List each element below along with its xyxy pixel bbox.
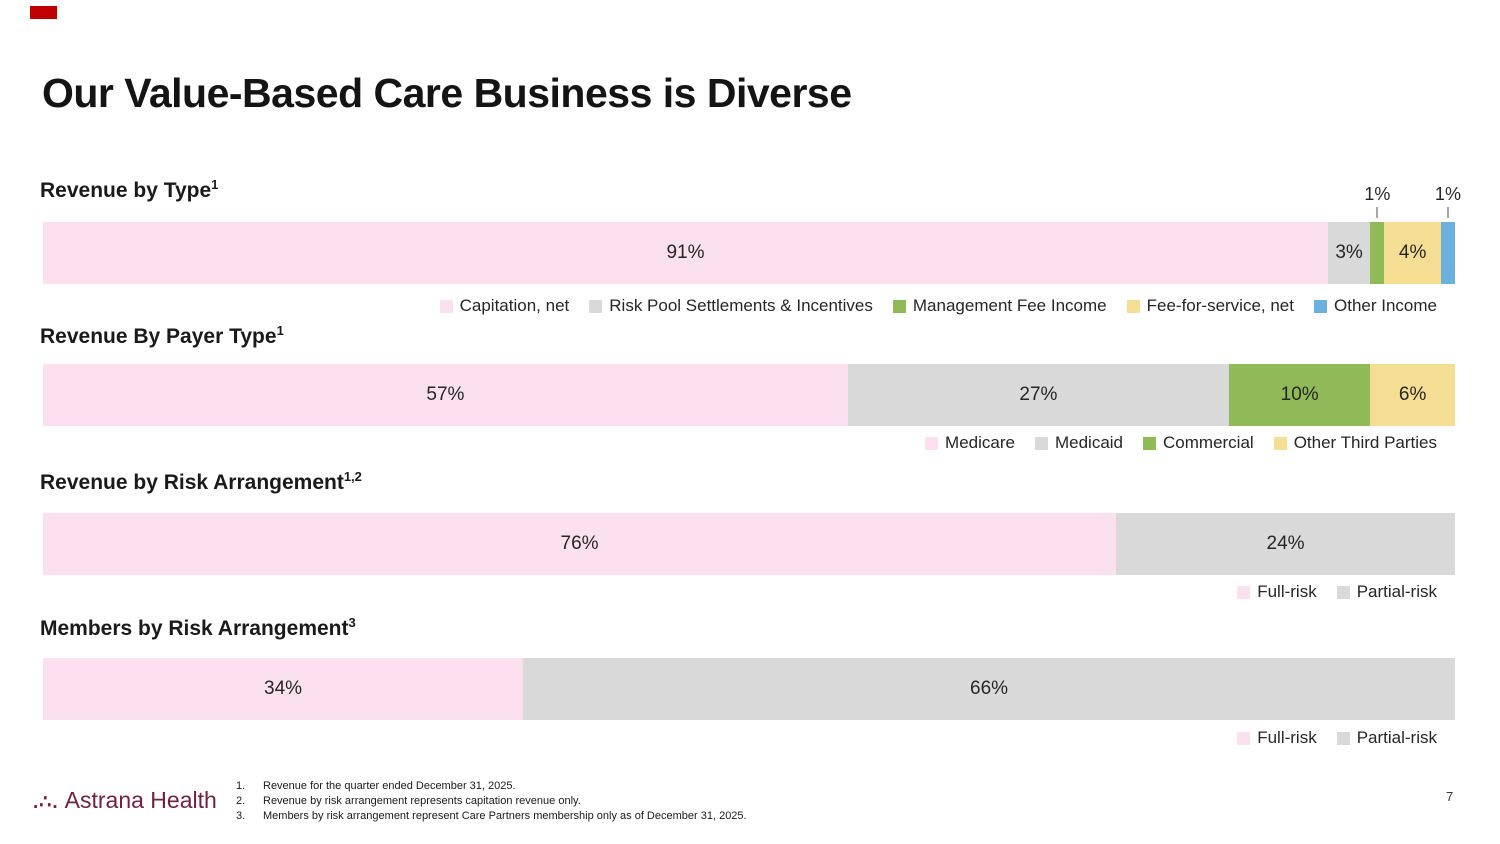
legend-item-commercial: Commercial	[1143, 433, 1254, 453]
legend-item-partial-risk: Partial-risk	[1336, 582, 1437, 602]
legend-revenue-by-type: Capitation, net Risk Pool Settlements & I…	[439, 296, 1437, 316]
segment-value-label: 57%	[426, 384, 465, 405]
legend-label: Capitation, net	[459, 296, 570, 315]
segment-value-label: 10%	[1280, 384, 1319, 405]
legend-item-risk-pool-settlements-incentives: Risk Pool Settlements & Incentives	[589, 296, 873, 316]
segment-value-label: 76%	[560, 533, 599, 554]
legend-swatch-icon	[1314, 299, 1327, 313]
segment-value-label: 3%	[1335, 242, 1363, 263]
legend-label: Management Fee Income	[912, 296, 1107, 315]
legend-swatch-icon	[1143, 436, 1157, 450]
segment-management-fee-income	[1370, 222, 1385, 284]
footnote-number: 2.	[236, 795, 246, 807]
legend-swatch-icon	[1034, 436, 1048, 450]
segment-value-label: 24%	[1266, 533, 1305, 554]
page-number: 7	[1446, 789, 1454, 804]
legend-item-other-income: Other Income	[1314, 296, 1437, 316]
legend-label: Medicaid	[1054, 433, 1124, 452]
legend-revenue-by-risk-arrangement: Full-risk Partial-risk	[1237, 582, 1437, 602]
legend-label: Other Third Parties	[1293, 433, 1437, 452]
legend-item-fee-for-service-net: Fee-for-service, net	[1126, 296, 1294, 316]
segment-value-label: 34%	[264, 678, 303, 699]
footnote-1: 1. Revenue for the quarter ended Decembe…	[236, 779, 747, 794]
legend-swatch-icon	[589, 299, 603, 313]
leader-line	[1376, 207, 1379, 218]
footnote-text: Members by risk arrangement represent Ca…	[263, 810, 747, 822]
footnotes: 1. Revenue for the quarter ended Decembe…	[236, 779, 747, 824]
segment-partial-risk: 66%	[523, 658, 1455, 720]
footnote-number: 3.	[236, 810, 246, 822]
legend-swatch-icon	[1126, 299, 1140, 313]
legend-swatch-icon	[1273, 436, 1287, 450]
segment-value-label: 4%	[1398, 242, 1427, 263]
segment-value-label: 6%	[1398, 384, 1427, 405]
legend-swatch-icon	[892, 299, 906, 313]
legend-item-management-fee-income: Management Fee Income	[892, 296, 1107, 316]
legend-swatch-icon	[1237, 731, 1251, 745]
red-marker	[30, 6, 57, 19]
segment-commercial: 10%	[1229, 364, 1371, 426]
legend-item-partial-risk: Partial-risk	[1336, 728, 1437, 748]
legend-revenue-by-payer-type: Medicare Medicaid Commercial Other Third Pa…	[925, 433, 1437, 453]
segment-full-risk: 34%	[43, 658, 524, 720]
legend-label: Full-risk	[1257, 582, 1317, 601]
section-title-revenue-by-risk-arrangement: Revenue by Risk Arrangement1,2	[40, 469, 362, 494]
segment-value-label: 27%	[1019, 384, 1058, 405]
page-title: Our Value-Based Care Business is Diverse	[42, 70, 852, 116]
legend-label: Risk Pool Settlements & Incentives	[609, 296, 873, 315]
legend-label: Medicare	[945, 433, 1015, 452]
legend-swatch-icon	[925, 436, 939, 450]
callout-other-income: 1%	[1435, 184, 1461, 218]
legend-item-medicaid: Medicaid	[1034, 433, 1124, 453]
legend-label: Other Income	[1334, 296, 1437, 315]
segment-full-risk: 76%	[43, 513, 1117, 575]
segment-value-label: 91%	[666, 242, 705, 263]
logo-text: Astrana Health	[64, 787, 217, 813]
legend-item-medicare: Medicare	[925, 433, 1015, 453]
legend-item-capitation-net: Capitation, net	[439, 296, 570, 316]
legend-item-full-risk: Full-risk	[1237, 728, 1317, 748]
section-title-revenue-by-payer-type: Revenue By Payer Type1	[40, 323, 284, 348]
legend-swatch-icon	[439, 299, 453, 313]
legend-label: Commercial	[1163, 433, 1254, 452]
callout-management-fee-income: 1%	[1364, 184, 1390, 218]
stacked-bar-revenue-by-risk-arrangement: 76% 24%	[43, 513, 1455, 575]
astrana-health-logo: .∴. Astrana Health	[33, 787, 217, 814]
segment-risk-pool-settlements-incentives: 3%	[1327, 222, 1371, 284]
segment-medicare: 57%	[43, 364, 848, 426]
stacked-bar-members-by-risk-arrangement: 34% 66%	[43, 658, 1455, 720]
legend-label: Partial-risk	[1356, 728, 1437, 747]
footnote-2: 2. Revenue by risk arrangement represent…	[236, 794, 747, 809]
segment-partial-risk: 24%	[1116, 513, 1455, 575]
segment-fee-for-service-net: 4%	[1384, 222, 1441, 284]
stacked-bar-revenue-by-payer-type: 57% 27% 10% 6%	[43, 364, 1455, 426]
legend-label: Fee-for-service, net	[1146, 296, 1294, 315]
callout-value-label: 1%	[1364, 184, 1391, 204]
legend-label: Partial-risk	[1356, 582, 1437, 601]
legend-label: Full-risk	[1257, 728, 1317, 747]
segment-capitation-net: 91%	[43, 222, 1328, 284]
legend-members-by-risk-arrangement: Full-risk Partial-risk	[1237, 728, 1437, 748]
legend-item-other-third-parties: Other Third Parties	[1273, 433, 1437, 453]
segment-medicaid: 27%	[847, 364, 1230, 426]
footnote-3: 3. Members by risk arrangement represent…	[236, 809, 747, 824]
footnote-text: Revenue for the quarter ended December 3…	[263, 780, 516, 792]
legend-item-full-risk: Full-risk	[1237, 582, 1317, 602]
stacked-bar-revenue-by-type: 91% 3% 4%	[43, 222, 1455, 284]
segment-other-income	[1440, 222, 1455, 284]
legend-swatch-icon	[1336, 585, 1350, 599]
footnote-number: 1.	[236, 780, 246, 792]
footnote-text: Revenue by risk arrangement represents c…	[263, 795, 581, 807]
logo-mark-icon: .∴.	[33, 792, 59, 813]
segment-other-third-parties: 6%	[1370, 364, 1455, 426]
callout-value-label: 1%	[1434, 184, 1461, 204]
legend-swatch-icon	[1237, 585, 1251, 599]
leader-line	[1446, 207, 1449, 218]
section-title-members-by-risk-arrangement: Members by Risk Arrangement3	[40, 615, 356, 640]
section-title-revenue-by-type: Revenue by Type1	[40, 177, 219, 202]
segment-value-label: 66%	[970, 678, 1009, 699]
legend-swatch-icon	[1336, 731, 1350, 745]
